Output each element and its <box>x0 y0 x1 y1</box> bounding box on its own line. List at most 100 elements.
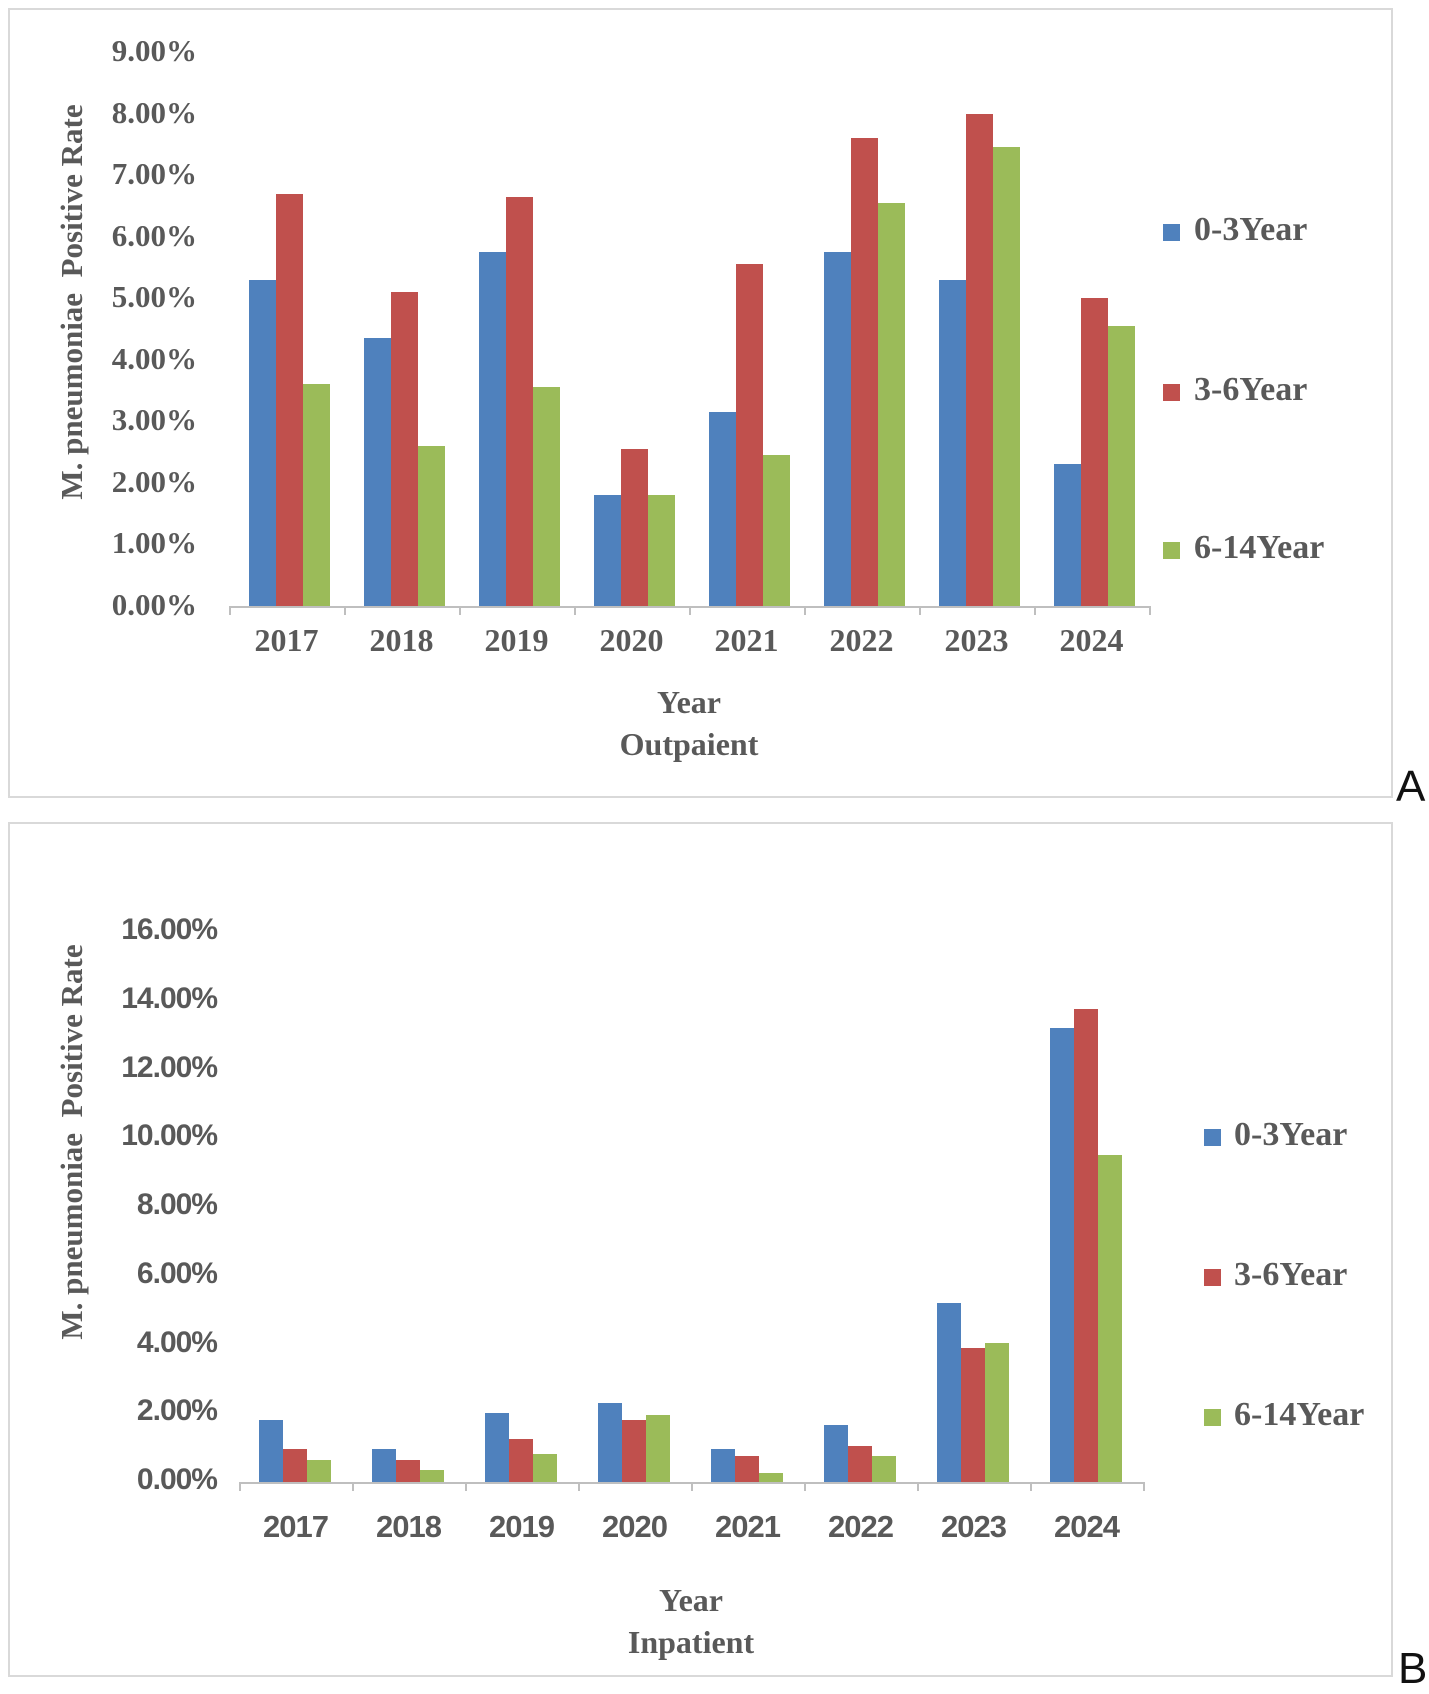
bar-0-3Year-2023 <box>939 280 966 606</box>
bar-6-14Year-2020 <box>646 1415 670 1482</box>
x-tick-label: 2023 <box>941 1509 1007 1544</box>
bar-3-6Year-2021 <box>735 1456 759 1482</box>
y-tick-label: 1.00% <box>111 525 197 561</box>
legend-label-6-14Year: 6-14Year <box>1194 529 1325 566</box>
legend-swatch-6-14Year <box>1204 1409 1221 1426</box>
x-tick-label: 2019 <box>489 1509 555 1544</box>
legend-label-0-3Year: 0-3Year <box>1234 1116 1348 1153</box>
x-axis-title: Year <box>657 684 721 720</box>
bar-6-14Year-2020 <box>648 495 675 606</box>
x-tick-label: 2020 <box>602 1509 668 1544</box>
x-axis-subtitle: Inpatient <box>627 1624 755 1660</box>
legend-label-0-3Year: 0-3Year <box>1194 211 1308 248</box>
x-tick-label: 2020 <box>599 622 664 658</box>
bar-0-3Year-2023 <box>937 1303 961 1482</box>
x-axis-tick-mark <box>691 1482 693 1491</box>
y-tick-label: 12.00% <box>121 1050 218 1084</box>
bar-6-14Year-2024 <box>1108 326 1135 606</box>
y-tick-label: 3.00% <box>111 402 197 438</box>
x-axis-tick-mark <box>352 1482 354 1491</box>
x-axis-tick-mark <box>1030 1482 1032 1491</box>
bar-0-3Year-2017 <box>249 280 276 606</box>
y-tick-label: 8.00% <box>136 1188 218 1221</box>
y-tick-label: 14.00% <box>121 981 218 1015</box>
bar-0-3Year-2019 <box>479 252 506 606</box>
bar-6-14Year-2017 <box>307 1460 331 1482</box>
x-tick-label: 2018 <box>369 622 434 658</box>
x-axis-tick-mark <box>344 606 346 615</box>
y-tick-label: 0.00% <box>111 587 197 622</box>
bar-6-14Year-2021 <box>763 455 790 606</box>
x-axis-tick-mark <box>1143 1482 1145 1491</box>
bar-3-6Year-2018 <box>396 1460 420 1482</box>
figure-label-b: B <box>1398 1644 1428 1693</box>
y-tick-label: 6.00% <box>111 217 197 253</box>
x-axis-subtitle: Outpaient <box>619 726 759 762</box>
bar-3-6Year-2022 <box>848 1446 872 1482</box>
y-tick-label: 2.00% <box>111 463 197 499</box>
legend-swatch-6-14Year <box>1163 542 1180 559</box>
bar-3-6Year-2020 <box>622 1420 646 1482</box>
x-axis-tick-mark <box>459 606 461 615</box>
x-tick-label: 2022 <box>828 1509 894 1544</box>
x-tick-label: 2017 <box>263 1509 329 1544</box>
bar-6-14Year-2018 <box>418 446 445 606</box>
y-tick-label: 0.00% <box>136 1463 218 1496</box>
bar-6-14Year-2023 <box>985 1343 1009 1482</box>
y-tick-label: 5.00% <box>111 279 197 315</box>
bar-0-3Year-2024 <box>1050 1028 1074 1482</box>
x-axis-tick-mark <box>917 1482 919 1491</box>
x-tick-label: 2024 <box>1054 1509 1120 1544</box>
bar-0-3Year-2018 <box>372 1449 396 1482</box>
bar-3-6Year-2023 <box>961 1348 985 1482</box>
legend-swatch-0-3Year <box>1204 1129 1221 1146</box>
bar-6-14Year-2018 <box>420 1470 444 1482</box>
bar-3-6Year-2017 <box>276 194 303 606</box>
bar-0-3Year-2018 <box>364 338 391 606</box>
bar-3-6Year-2023 <box>966 114 993 606</box>
bar-3-6Year-2024 <box>1074 1009 1098 1482</box>
bar-0-3Year-2022 <box>824 1425 848 1482</box>
x-axis-tick-mark <box>689 606 691 615</box>
x-tick-label: 2019 <box>484 622 549 658</box>
bar-0-3Year-2021 <box>711 1449 735 1482</box>
y-tick-label: 10.00% <box>121 1119 218 1153</box>
y-tick-label: 7.00% <box>111 156 197 192</box>
x-axis-title: Year <box>659 1582 723 1618</box>
bar-0-3Year-2020 <box>594 495 621 606</box>
x-tick-label: 2024 <box>1059 622 1124 658</box>
x-tick-label: 2022 <box>829 622 894 658</box>
bar-3-6Year-2019 <box>506 197 533 606</box>
x-tick-label: 2023 <box>944 622 1009 658</box>
bar-6-14Year-2024 <box>1098 1155 1122 1482</box>
x-axis-tick-mark <box>804 1482 806 1491</box>
bar-3-6Year-2021 <box>736 264 763 606</box>
legend-swatch-0-3Year <box>1163 224 1180 241</box>
y-tick-label: 2.00% <box>136 1394 218 1428</box>
x-tick-label: 2021 <box>715 1509 781 1544</box>
y-tick-label: 9.00% <box>111 33 197 68</box>
legend-swatch-3-6Year <box>1163 384 1180 401</box>
y-tick-label: 8.00% <box>111 94 197 130</box>
x-axis-tick-mark <box>574 606 576 615</box>
y-tick-label: 4.00% <box>136 1325 218 1359</box>
bar-6-14Year-2023 <box>993 147 1020 606</box>
panel-outpatient-chart: M. pneumoniae Positive Rate Year Outpaie… <box>8 8 1393 798</box>
bar-0-3Year-2021 <box>709 412 736 606</box>
x-tick-label: 2017 <box>254 622 319 658</box>
bar-3-6Year-2017 <box>283 1449 307 1482</box>
x-axis-tick-mark <box>1034 606 1036 615</box>
y-tick-label: 16.00% <box>121 913 218 946</box>
bar-6-14Year-2021 <box>759 1473 783 1482</box>
bar-6-14Year-2017 <box>303 384 330 606</box>
x-axis-tick-mark <box>919 606 921 615</box>
bar-3-6Year-2018 <box>391 292 418 606</box>
bar-0-3Year-2019 <box>485 1413 509 1482</box>
bar-3-6Year-2024 <box>1081 298 1108 606</box>
panel-inpatient-chart: M. pneumoniae Positive Rate Year Inpatie… <box>8 822 1393 1677</box>
legend-label-6-14Year: 6-14Year <box>1234 1396 1365 1433</box>
bar-6-14Year-2019 <box>533 387 560 606</box>
y-tick-label: 6.00% <box>136 1256 218 1290</box>
bar-6-14Year-2022 <box>872 1456 896 1482</box>
